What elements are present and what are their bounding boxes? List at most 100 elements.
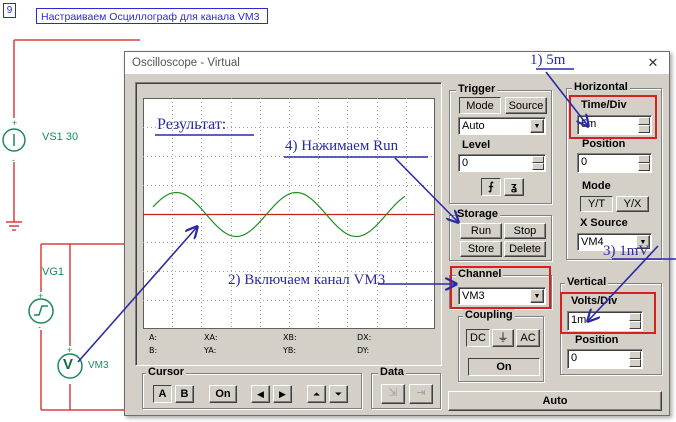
horizontal-position-value: 0 — [581, 156, 588, 168]
spin-down-icon[interactable] — [638, 163, 650, 171]
storage-stop-button[interactable]: Stop — [504, 223, 546, 239]
window-title: Oscilloscope - Virtual — [132, 57, 240, 69]
vertical-position-value: 0 — [571, 352, 578, 364]
channel-select[interactable]: VM3 ▼ — [458, 287, 546, 305]
x-source-value: VM4 — [581, 236, 604, 248]
cursor-on-button[interactable]: On — [209, 385, 237, 403]
schematic-wires — [6, 39, 140, 411]
cursor-right-button[interactable]: ▶ — [273, 385, 292, 403]
schematic-title: Настраиваем Осциллограф для канала VM3 — [36, 8, 268, 24]
vertical-group-title: Vertical — [565, 276, 609, 288]
volts-div-value: 1m — [571, 314, 587, 326]
coupling-dc-button[interactable]: DC — [466, 329, 490, 347]
chevron-down-icon[interactable]: ▼ — [530, 119, 544, 133]
annotation-step-3: 3) 1mV — [603, 243, 650, 259]
page-number: 9 — [3, 3, 16, 18]
annotation-step-4: 4) Нажимаем Run — [285, 138, 399, 154]
spin-up-icon[interactable] — [638, 117, 650, 125]
spin-up-icon[interactable] — [629, 313, 641, 321]
arrow-up-icon: ⏶ — [312, 389, 321, 399]
chevron-down-icon[interactable]: ▼ — [530, 289, 544, 303]
ground-icon: ⏚ — [497, 332, 509, 344]
auto-button[interactable]: Auto — [448, 391, 662, 411]
channel-value: VM3 — [462, 290, 485, 302]
highlight-time-div — [569, 95, 657, 139]
data-group-title: Data — [378, 366, 406, 378]
arrow-down-icon: ⏷ — [334, 389, 343, 399]
spin-down-icon[interactable] — [532, 163, 544, 170]
trigger-group-title: Trigger — [456, 83, 498, 95]
volts-div-label: Volts/Div — [571, 295, 618, 307]
data-export-button[interactable]: ⇥ — [409, 384, 433, 404]
cursor-b-button[interactable]: B — [175, 385, 194, 403]
spin-down-icon[interactable] — [629, 321, 641, 329]
coupling-on-button[interactable]: On — [468, 358, 540, 376]
vertical-position-input[interactable]: 0 — [567, 349, 643, 369]
storage-run-button[interactable]: Run — [460, 223, 502, 239]
readout-a: A: — [149, 333, 158, 342]
trigger-level-label: Level — [462, 139, 491, 151]
coupling-group-title: Coupling — [463, 309, 515, 321]
cursor-a-button[interactable]: A — [153, 385, 172, 403]
mode-yx-button[interactable]: Y/X — [616, 196, 649, 212]
readout-ya: YA: — [204, 346, 217, 355]
trigger-level-input[interactable]: 0 — [458, 154, 546, 172]
trigger-mode-select[interactable]: Auto ▼ — [458, 117, 546, 135]
vs1-source-icon — [2, 122, 26, 158]
arrow-left-icon: ◀ — [257, 389, 264, 399]
cursor-left-button[interactable]: ◀ — [251, 385, 270, 403]
storage-delete-button[interactable]: Delete — [504, 241, 546, 257]
annotation-step-2: 2) Включаем канал VM3 — [228, 272, 386, 288]
cursor-up-button[interactable]: ⏶ — [307, 385, 326, 403]
spin-up-icon[interactable] — [532, 156, 544, 163]
vm3-meter-letter: V — [63, 356, 74, 373]
vg1-minus: - — [38, 322, 41, 332]
time-div-label: Time/Div — [581, 99, 627, 111]
vg1-plus: + — [38, 291, 44, 301]
vs1-minus: - — [12, 155, 15, 165]
storage-group-title: Storage — [455, 208, 500, 220]
vm3-voltmeter-icon — [56, 352, 84, 380]
trigger-mode-button[interactable]: Mode — [459, 97, 501, 114]
trigger-falling-edge-button[interactable]: ʓ — [504, 178, 524, 196]
scope-screen — [143, 98, 435, 329]
window-title-bar[interactable] — [125, 52, 669, 74]
signal-trace — [152, 191, 406, 238]
channel-group-title: Channel — [456, 268, 504, 280]
chevron-down-icon[interactable]: ▼ — [636, 235, 650, 249]
spin-down-icon[interactable] — [629, 359, 641, 367]
trigger-rising-edge-button[interactable]: ⨍ — [481, 178, 501, 196]
readout-dx: DX: — [357, 333, 372, 342]
annotation-step-1: 1) 5m — [530, 52, 566, 68]
spin-up-icon[interactable] — [629, 351, 641, 359]
arrow-right-icon: ▶ — [279, 389, 286, 399]
data-import-button[interactable]: ⇲ — [381, 384, 405, 404]
vm3-plus: + — [67, 345, 73, 355]
cursor-group-title: Cursor — [146, 366, 187, 378]
x-source-select[interactable]: VM4 ▼ — [577, 233, 652, 251]
close-button[interactable]: ✕ — [647, 55, 659, 70]
horizontal-position-input[interactable]: 0 — [577, 153, 652, 173]
spin-down-icon[interactable] — [638, 125, 650, 133]
vertical-position-label: Position — [575, 334, 619, 346]
cursor-down-button[interactable]: ⏷ — [329, 385, 348, 403]
spin-up-icon[interactable] — [638, 155, 650, 163]
trigger-source-button[interactable]: Source — [505, 97, 547, 114]
coupling-ac-button[interactable]: AC — [516, 329, 540, 347]
falling-edge-icon: ʓ — [511, 181, 517, 193]
data-group — [371, 373, 441, 409]
annotation-result: Результат: — [157, 116, 227, 133]
scope-graticule — [143, 98, 435, 329]
readout-yb: YB: — [283, 346, 297, 355]
vs1-plus: + — [12, 118, 18, 128]
coupling-ground-button[interactable]: ⏚ — [492, 329, 514, 347]
readout-b: B: — [149, 346, 158, 355]
readout-xa: XA: — [204, 333, 218, 342]
storage-store-button[interactable]: Store — [460, 241, 502, 257]
horizontal-group-title: Horizontal — [572, 81, 630, 93]
horizontal-position-label: Position — [582, 138, 626, 150]
mode-yt-button[interactable]: Y/T — [580, 196, 613, 212]
import-icon: ⇲ — [388, 387, 398, 399]
export-icon: ⇥ — [416, 387, 426, 399]
